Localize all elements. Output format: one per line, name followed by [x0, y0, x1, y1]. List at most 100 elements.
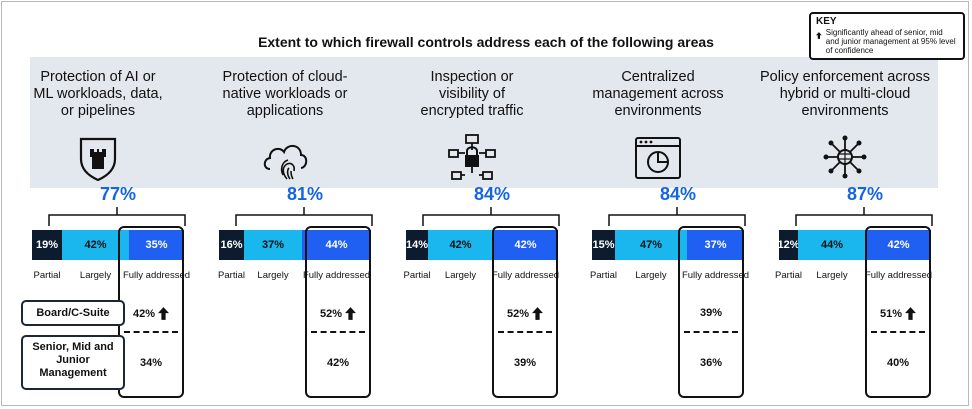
category-title-line: environments [614, 103, 702, 119]
board-value: 42% [118, 307, 184, 320]
network-lock-icon [448, 134, 496, 180]
segment-label-fully: Fully addressed [122, 270, 191, 281]
board-value: 52% [305, 307, 371, 320]
bar-segment-partial: 15% [592, 230, 615, 260]
category-title-line: Protection of AI or [40, 69, 156, 85]
senior-value: 36% [699, 357, 723, 369]
total-value: 87% [846, 184, 884, 204]
segment-label-largely: Largely [257, 270, 289, 281]
bar-segment-largely: 42% [62, 230, 129, 260]
bar-segment-partial: 14% [406, 230, 428, 260]
category-title-line: encrypted traffic [420, 103, 524, 119]
bar-segment-partial: 19% [32, 230, 62, 260]
category-title: Protection of cloud-native workloads or a… [197, 69, 373, 120]
bar-segment-fully: 35% [129, 230, 184, 260]
row-label-senior: Senior, Mid and Junior Management [21, 335, 125, 390]
castle-shield-icon [79, 137, 117, 181]
total-value: 81% [286, 184, 324, 204]
brace [422, 207, 560, 226]
panel-2: Protection of cloud-native workloads or a… [197, 0, 373, 409]
bar-segment-fully: 44% [302, 230, 371, 260]
fully-addressed-highlight [305, 226, 371, 398]
bar-segment-partial: 12% [777, 230, 800, 260]
key-legend: KEY Significantly ahead of senior, mid a… [809, 12, 965, 60]
dashed-divider [684, 331, 738, 333]
up-arrow-icon [905, 307, 917, 320]
bar-segment-largely: 42% [428, 230, 493, 260]
category-title: Centralized management across environments [570, 69, 746, 120]
panel-3: Inspection or visibility of encrypted traf… [384, 0, 560, 409]
browser-pie-chart-icon [635, 137, 681, 179]
category-title-line: or pipelines [60, 103, 136, 119]
category-title-line: Protection of cloud- [222, 69, 348, 85]
bar-segment-partial: 16% [219, 230, 244, 260]
fully-addressed-highlight [678, 226, 744, 398]
senior-value: 39% [513, 357, 537, 369]
board-value-text: 42% [132, 307, 156, 320]
senior-value: 34% [139, 357, 163, 369]
total-value: 84% [659, 184, 697, 204]
category-title-line: Policy enforcement across [759, 69, 931, 85]
board-value: 51% [865, 307, 931, 320]
segment-label-partial: Partial [590, 270, 617, 281]
senior-value: 42% [326, 357, 350, 369]
category-title: Inspection or visibility of encrypted traf… [384, 69, 560, 120]
brace [795, 207, 933, 226]
category-title-line: environments [801, 103, 889, 119]
panel-4: Centralized management across environments… [570, 0, 749, 409]
category-title: Policy enforcement across hybrid or multi… [757, 69, 933, 120]
fully-addressed-highlight [865, 226, 931, 398]
key-text: Significantly ahead of senior, mid and j… [825, 28, 956, 55]
brace [48, 207, 186, 226]
up-arrow-icon [816, 32, 822, 39]
segment-label-partial: Partial [218, 270, 245, 281]
segment-label-largely: Largely [444, 270, 477, 281]
category-title-line: applications [246, 103, 324, 119]
segment-label-fully: Fully addressed [302, 270, 371, 281]
dashed-divider [124, 331, 178, 333]
fully-addressed-highlight [492, 226, 558, 398]
row-label-board: Board/C-Suite [21, 300, 125, 326]
board-value: 52% [492, 307, 558, 320]
category-title-line: visibility of [438, 86, 506, 102]
segment-label-largely: Largely [816, 270, 848, 281]
bar-segment-fully: 42% [493, 230, 558, 260]
segment-label-fully: Fully addressed [681, 270, 750, 281]
panel-1: Protection of AI or ML workloads, data, or… [10, 0, 190, 409]
segment-label-partial: Partial [403, 270, 431, 281]
segment-label-largely: Largely [79, 270, 112, 281]
panel-5: Policy enforcement across hybrid or multi… [757, 0, 933, 409]
segment-label-fully: Fully addressed [491, 270, 560, 281]
board-value-text: 52% [319, 307, 343, 320]
dashed-divider [871, 331, 925, 333]
bar-segment-largely: 37% [244, 230, 302, 260]
total-value: 84% [473, 184, 511, 204]
board-value-text: 52% [506, 307, 530, 320]
hub-network-icon [823, 135, 867, 179]
board-value-text: 39% [699, 307, 723, 319]
board-value-text: 51% [879, 307, 903, 320]
board-value: 39% [678, 307, 744, 319]
category-title-line: hybrid or multi-cloud [779, 86, 911, 102]
category-title: Protection of AI or ML workloads, data, or… [10, 69, 186, 120]
category-title-line: Inspection or [430, 69, 514, 85]
category-title-line: management across [592, 86, 724, 102]
dashed-divider [311, 331, 365, 333]
brace [608, 207, 746, 226]
bar-segment-fully: 37% [687, 230, 744, 260]
header-band [30, 57, 938, 188]
key-title: KEY [816, 16, 837, 27]
senior-value: 40% [886, 357, 910, 369]
chart-title: Extent to which firewall controls addres… [258, 34, 714, 50]
bar-segment-largely: 44% [798, 230, 866, 260]
cloud-fingerprint-icon [263, 145, 308, 180]
segment-label-largely: Largely [635, 270, 667, 281]
brace [235, 207, 373, 226]
segment-label-fully: Fully addressed [864, 270, 933, 281]
total-value: 77% [99, 184, 137, 204]
up-arrow-icon [345, 307, 357, 320]
category-title-line: ML workloads, data, [33, 86, 163, 102]
up-arrow-icon [532, 307, 544, 320]
up-arrow-icon [158, 307, 170, 320]
segment-label-partial: Partial [33, 270, 61, 281]
